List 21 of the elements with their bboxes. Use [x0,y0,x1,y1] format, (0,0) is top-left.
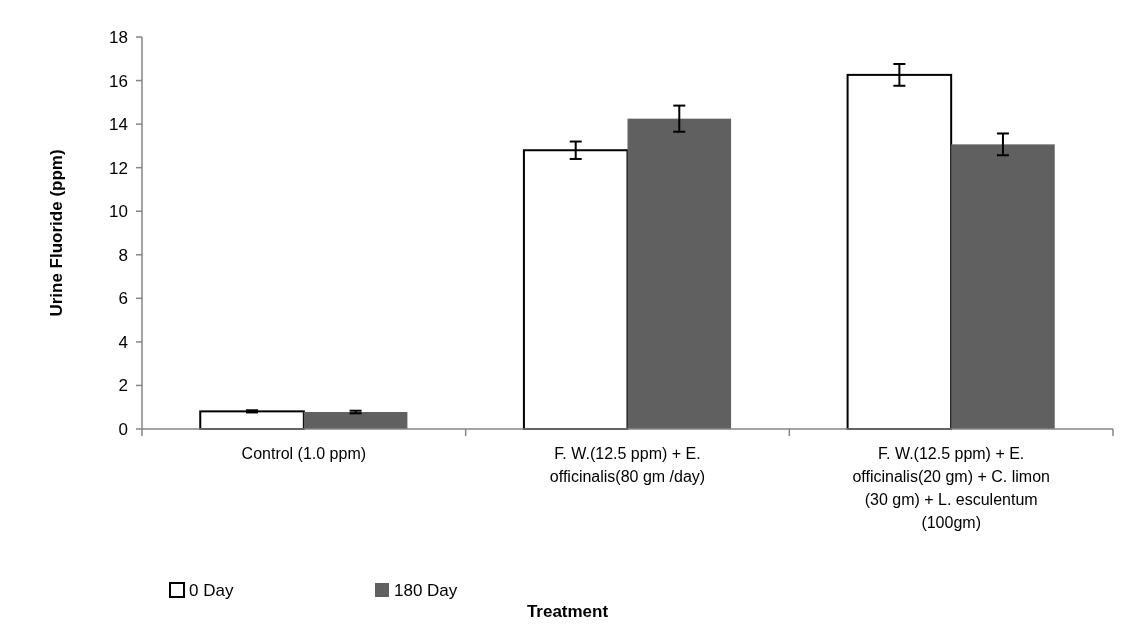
y-axis-title: Urine Fluoride (ppm) [47,149,66,317]
x-tick-label: F. W.(12.5 ppm) + E. officinalis(20 gm) + C. limon (30 gm) + L. esculentum (100gm) [852,445,1050,531]
x-axis-title: Treatment [526,602,609,621]
y-tick-label: 14 [109,115,128,135]
y-tick-label: 12 [109,158,128,178]
bar [199,410,305,430]
y-tick-label: 10 [109,202,128,222]
y-tick-label: 0 [118,419,128,439]
y-tick-label: 8 [118,245,128,265]
y-tick-label: 16 [109,71,128,91]
x-tick-label: Control (1.0 ppm) [241,445,367,462]
bar [951,144,1055,429]
legend-label: 180 Day [394,581,458,600]
y-tick-label: 2 [118,376,128,396]
y-tick-label: 4 [118,332,128,352]
bar [627,118,732,429]
x-tick-label: F. W.(12.5 ppm) + E. officinalis(80 gm /day) [549,445,706,485]
bar [303,412,408,429]
legend-label: 0 Day [189,581,234,600]
y-tick-label: 6 [118,289,128,309]
y-tick-label: 18 [109,27,128,47]
